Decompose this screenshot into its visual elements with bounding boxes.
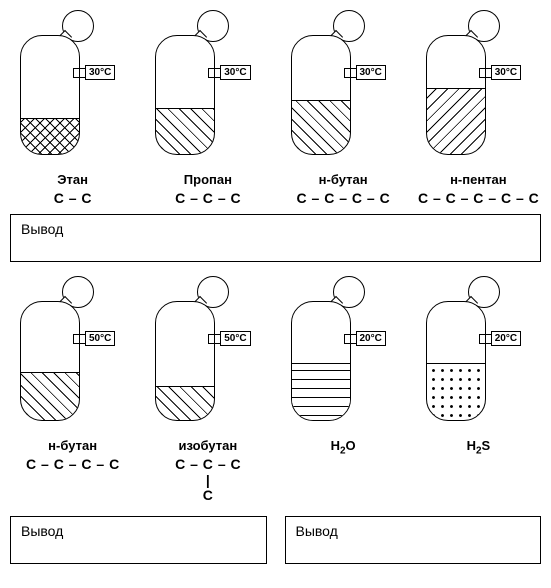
vessel-h2s: 20°C: [416, 276, 541, 436]
vessel-body: [291, 35, 351, 155]
cell-h2s: 20°C H2S: [416, 276, 541, 503]
temp-indicator: 30°C: [73, 65, 115, 80]
vessel-h2o: 20°C: [281, 276, 406, 436]
cell-isobutane: 50°C изобутан C – C – C|C: [145, 276, 270, 503]
vessel-fill: [156, 108, 214, 154]
substance-label: н-бутан: [48, 438, 97, 453]
vessel-fill: [156, 386, 214, 420]
vessel-n-butane: 30°C: [281, 10, 406, 170]
cell-n-butane: 30°C н-бутан C – C – C – C: [281, 10, 406, 206]
vessel-n-pentane: 30°C: [416, 10, 541, 170]
conclusion-row-2: Вывод Вывод: [10, 508, 541, 578]
vessel-n-butane-50: 50°C: [10, 276, 135, 436]
conclusion-box-2-right[interactable]: Вывод: [285, 516, 542, 564]
vessel-body: [426, 35, 486, 155]
vessel-fill: [427, 363, 485, 421]
temp-indicator: 50°C: [73, 331, 115, 346]
conclusion-box-2-left[interactable]: Вывод: [10, 516, 267, 564]
vessel-fill: [21, 372, 79, 420]
formula: C – C – C – C – C: [418, 191, 539, 206]
temp-value: 30°C: [85, 65, 115, 80]
conclusion-label: Вывод: [296, 523, 338, 539]
vessel-fill: [21, 118, 79, 154]
formula: C – C – C|C: [175, 457, 240, 503]
substance-label: H2O: [331, 438, 356, 457]
formula: C – C: [54, 191, 92, 206]
temp-value: 50°C: [85, 331, 115, 346]
conclusion-label: Вывод: [21, 221, 63, 237]
vessel-fill: [292, 100, 350, 154]
temp-value: 30°C: [491, 65, 521, 80]
formula: C – C – C – C: [297, 191, 390, 206]
substance-label: н-пентан: [450, 172, 507, 187]
conclusion-box-1[interactable]: Вывод: [10, 214, 541, 262]
vessel-body: [291, 301, 351, 421]
cell-h2o: 20°C H2O: [281, 276, 406, 503]
vessel-body: [155, 301, 215, 421]
temp-value: 20°C: [356, 331, 386, 346]
temp-indicator: 20°C: [479, 331, 521, 346]
substance-label: н-бутан: [319, 172, 368, 187]
vessel-body: [20, 301, 80, 421]
temp-value: 20°C: [491, 331, 521, 346]
temp-indicator: 30°C: [479, 65, 521, 80]
vessel-body: [155, 35, 215, 155]
substance-label: Этан: [57, 172, 88, 187]
cell-n-pentane: 30°C н-пентан C – C – C – C – C: [416, 10, 541, 206]
temp-indicator: 30°C: [208, 65, 250, 80]
vessel-body: [20, 35, 80, 155]
temp-value: 30°C: [220, 65, 250, 80]
cell-ethane: 30°C Этан C – C: [10, 10, 135, 206]
vessel-propane: 30°C: [145, 10, 270, 170]
cell-n-butane-50: 50°C н-бутан C – C – C – C: [10, 276, 135, 503]
cell-propane: 30°C Пропан C – C – C: [145, 10, 270, 206]
temp-indicator: 20°C: [344, 331, 386, 346]
temp-indicator: 50°C: [208, 331, 250, 346]
row-1: 30°C Этан C – C 30°C Пропан C – C – C: [10, 10, 541, 206]
substance-label: Пропан: [184, 172, 232, 187]
formula: C – C – C – C: [26, 457, 119, 472]
formula: [341, 461, 345, 476]
vessel-fill: [292, 363, 350, 421]
vessel-body: [426, 301, 486, 421]
temp-indicator: 30°C: [344, 65, 386, 80]
vessel-ethane: 30°C: [10, 10, 135, 170]
vessel-fill: [427, 88, 485, 154]
temp-value: 50°C: [220, 331, 250, 346]
conclusion-label: Вывод: [21, 523, 63, 539]
formula: C – C – C: [175, 191, 240, 206]
formula: [476, 461, 480, 476]
vessel-isobutane: 50°C: [145, 276, 270, 436]
row-2: 50°C н-бутан C – C – C – C 50°C изобутан…: [10, 276, 541, 503]
substance-label: H2S: [467, 438, 491, 457]
temp-value: 30°C: [356, 65, 386, 80]
substance-label: изобутан: [178, 438, 237, 453]
